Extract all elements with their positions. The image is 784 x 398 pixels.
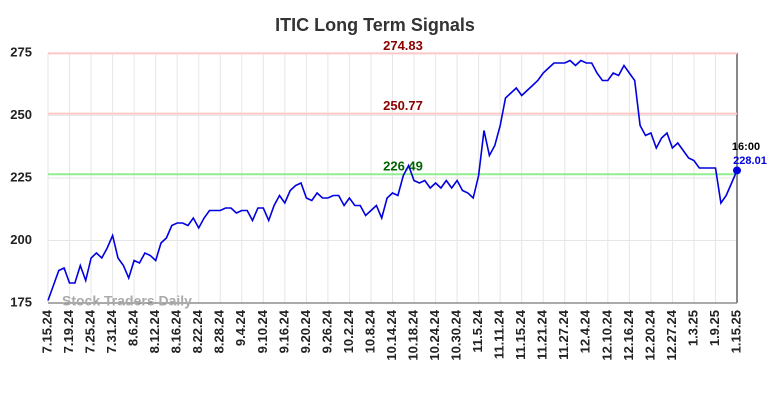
x-tick-label: 12.20.24 (642, 309, 657, 360)
watermark: Stock Traders Daily (62, 293, 192, 309)
x-tick-label: 11.21.24 (535, 309, 550, 360)
y-tick-label: 175 (10, 294, 32, 309)
x-tick-label: 1.9.25 (707, 310, 722, 346)
x-tick-label: 7.15.24 (39, 309, 54, 353)
x-tick-label: 9.20.24 (298, 309, 313, 353)
x-tick-label: 10.2.24 (341, 309, 356, 353)
chart-title: ITIC Long Term Signals (275, 15, 475, 35)
x-tick-label: 11.11.24 (492, 309, 507, 359)
y-tick-label: 225 (10, 169, 32, 184)
last-time: 16:00 (732, 141, 760, 153)
x-tick-label: 10.18.24 (405, 309, 420, 360)
x-tick-label: 12.27.24 (664, 309, 679, 360)
x-tick-label: 11.15.24 (513, 309, 528, 360)
last-value: 228.01 (733, 155, 767, 167)
y-tick-label: 200 (10, 232, 32, 247)
x-tick-label: 10.14.24 (384, 309, 399, 360)
x-tick-label: 10.8.24 (362, 309, 377, 353)
x-tick-label: 9.16.24 (276, 309, 291, 353)
x-tick-label: 11.5.24 (470, 309, 485, 352)
x-tick-label: 7.25.24 (83, 309, 98, 353)
reference-label: 274.83 (383, 38, 423, 53)
x-tick-label: 8.6.24 (126, 309, 141, 346)
x-tick-label: 9.26.24 (319, 309, 334, 353)
y-tick-label: 275 (10, 44, 32, 59)
x-tick-label: 8.22.24 (190, 309, 205, 353)
x-tick-label: 12.16.24 (621, 309, 636, 360)
x-tick-label: 11.27.24 (556, 309, 571, 360)
x-tick-label: 9.4.24 (233, 309, 248, 346)
x-tick-label: 10.24.24 (427, 309, 442, 360)
x-tick-label: 12.10.24 (599, 309, 614, 360)
x-tick-label: 8.28.24 (212, 309, 227, 353)
x-tick-label: 1.15.25 (728, 310, 743, 353)
price-line (47, 59, 738, 301)
y-tick-label: 250 (10, 107, 32, 122)
last-point (733, 166, 741, 175)
x-tick-label: 7.31.24 (104, 309, 119, 353)
reference-label: 226.49 (383, 159, 423, 174)
x-tick-label: 7.19.24 (61, 309, 76, 353)
x-tick-label: 10.30.24 (449, 309, 464, 360)
x-tick-label: 8.16.24 (169, 309, 184, 353)
x-tick-label: 1.3.25 (685, 310, 700, 346)
x-tick-label: 12.4.24 (578, 309, 593, 353)
x-tick-label: 9.10.24 (255, 309, 270, 353)
reference-label: 250.77 (383, 98, 423, 113)
x-tick-label: 8.12.24 (147, 309, 162, 353)
